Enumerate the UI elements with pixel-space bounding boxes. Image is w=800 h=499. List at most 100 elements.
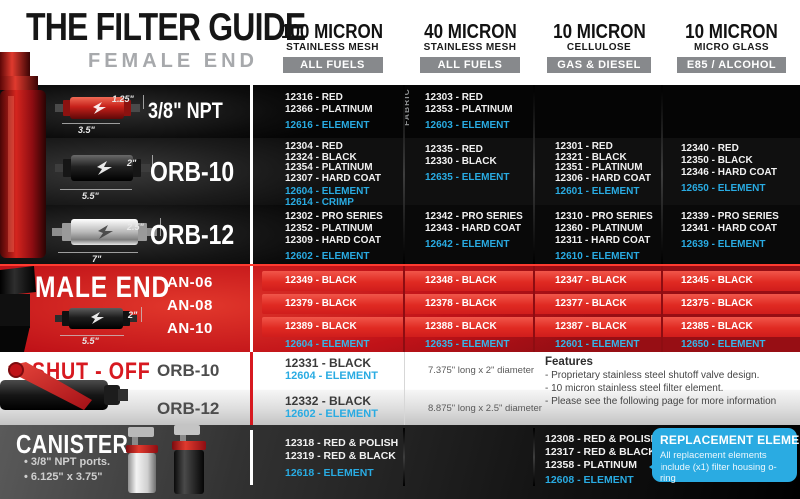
replacement-elements-body: All replacement elements include (x1) fi… (660, 450, 777, 484)
cell-an10-100micron: 12389 - BLACK (262, 317, 424, 337)
page-title: THE FILTER GUIDE (26, 6, 306, 49)
shutoff-row-label: ORB-12 (157, 399, 220, 418)
male-row-label-an06: AN-06 (167, 274, 213, 291)
features-block: Features - Proprietary stainless steel s… (545, 356, 777, 407)
fuel-badge: E85 / ALCOHOL (676, 57, 787, 73)
column-divider (533, 428, 535, 486)
dimension-label-length: 5.5" (82, 191, 99, 201)
fuel-badge: GAS & DIESEL (547, 57, 651, 73)
red-filter-photo (0, 52, 46, 258)
cell-an10-cellulose: 12387 - BLACK (537, 317, 677, 337)
female-row-38npt: 1.25" 3.5" 3/8" NPT 12316 - RED 12366 - … (0, 85, 800, 138)
shutoff-row-orb12: ORB-12 12332 - BLACK 12602 - ELEMENT 8.8… (0, 389, 800, 426)
cell-38npt-40micron: 12303 - RED 12353 - PLATINUM 12603 - ELE… (425, 92, 513, 131)
row-label: ORB-12 (150, 219, 235, 250)
dimension-label-height: 2" (128, 310, 138, 320)
male-element-cellulose: 12601 - ELEMENT (555, 339, 640, 350)
shutoff-size-orb10: 7.375" long x 2" diameter (428, 365, 535, 376)
shutoff-size-orb12: 8.875" long x 2.5" diameter (428, 403, 542, 414)
cell-an10-microglass: 12385 - BLACK (665, 317, 800, 337)
dimension-label-height: 1.25" (112, 94, 134, 104)
dimension-line (152, 155, 153, 173)
inline-filter-image-platinum (52, 219, 157, 245)
male-row-label-an08: AN-08 (167, 297, 213, 314)
dimension-label-length: 7" (92, 254, 102, 264)
cell-shutoff-orb12: 12332 - BLACK 12602 - ELEMENT (285, 394, 378, 420)
cell-orb10-cellulose: 12301 - RED 12321 - BLACK 12351 - PLATIN… (555, 141, 651, 197)
inline-filter-image-red (55, 97, 140, 119)
column-divider (533, 85, 535, 264)
cell-orb12-40micron: 12342 - PRO SERIES 12343 - HARD COAT 126… (425, 211, 523, 250)
male-end-heading: MALE END (35, 271, 171, 304)
male-element-40micron: 12635 - ELEMENT (425, 339, 510, 350)
column-divider (403, 85, 405, 264)
black-fitting-photo (0, 266, 36, 352)
column-divider (661, 85, 663, 264)
cell-shutoff-orb10: 12331 - BLACK 12604 - ELEMENT (285, 356, 378, 382)
cell-canister-100micron: 12318 - RED & POLISH 12319 - RED & BLACK… (285, 437, 399, 479)
dimension-line (60, 189, 132, 190)
cell-38npt-100micron: 12316 - RED 12366 - PLATINUM 12616 - ELE… (285, 92, 373, 131)
fuel-badge: ALL FUELS (420, 57, 520, 73)
dimension-line (143, 95, 144, 109)
dimension-label-length: 3.5" (78, 125, 95, 135)
cell-an06-cellulose: 12347 - BLACK (537, 271, 677, 291)
label-divider (250, 430, 253, 485)
cell-an08-100micron: 12379 - BLACK (262, 294, 424, 314)
dimension-line (60, 335, 124, 336)
female-end-label: FEMALE END (88, 50, 258, 72)
dimension-line (160, 218, 161, 236)
label-divider (250, 266, 253, 352)
cell-orb12-cellulose: 12310 - PRO SERIES 12360 - PLATINUM 1231… (555, 211, 653, 262)
male-row-label-an10: AN-10 (167, 320, 213, 337)
cell-an06-40micron: 12348 - BLACK (407, 271, 549, 291)
column-divider (661, 266, 663, 352)
label-divider (250, 352, 253, 425)
column-header-10-micron-microglass: 10 MICRON MICRO GLASS E85 / ALCOHOL (663, 22, 800, 73)
cell-orb10-microglass: 12340 - RED 12350 - BLACK 12346 - HARD C… (681, 143, 777, 194)
column-header-100-micron: 100 MICRON STAINLESS MESH ALL FUELS (281, 21, 384, 73)
cell-an06-100micron: 12349 - BLACK (262, 271, 424, 291)
column-divider (533, 266, 535, 352)
row-label: ORB-10 (150, 156, 235, 187)
column-divider (403, 266, 405, 352)
inline-filter-image-black (55, 155, 150, 181)
column-divider (404, 352, 405, 425)
dimension-label-length: 5.5" (82, 336, 99, 346)
column-divider (403, 428, 405, 486)
label-divider (250, 85, 253, 264)
dimension-label-height: 2.5" (127, 222, 144, 232)
cell-an08-40micron: 12378 - BLACK (407, 294, 549, 314)
cell-an10-40micron: 12388 - BLACK (407, 317, 549, 337)
male-element-100micron: 12604 - ELEMENT (285, 339, 370, 350)
column-header-10-micron-cellulose: 10 MICRON CELLULOSE GAS & DIESEL (535, 22, 663, 73)
dimension-line (62, 123, 120, 124)
inline-filter-image-black-male (55, 308, 137, 329)
cell-an08-cellulose: 12377 - BLACK (537, 294, 677, 314)
male-end-section: MALE END AN-06 AN-08 AN-10 2" 5.5" 12349… (0, 264, 800, 352)
shutoff-row-label: ORB-10 (157, 361, 220, 380)
row-label: 3/8" NPT (148, 98, 223, 123)
cell-orb12-100micron: 12302 - PRO SERIES 12352 - PLATINUM 1230… (285, 211, 383, 262)
section-divider (0, 264, 800, 266)
canister-bullet: • 6.125" x 3.75" (24, 471, 103, 483)
column-header-40-micron: 40 MICRON STAINLESS MESH ALL FUELS (405, 22, 535, 73)
canister-filters-image (126, 425, 206, 494)
male-element-microglass: 12650 - ELEMENT (681, 339, 766, 350)
cell-orb10-40micron: 12335 - RED 12330 - BLACK 12635 - ELEMEN… (425, 144, 510, 183)
shutoff-row-orb10: SHUT - OFF ORB-10 12331 - BLACK 12604 - … (0, 352, 800, 389)
canister-bullet: • 3/8" NPT ports. (24, 456, 111, 468)
dimension-line (141, 307, 142, 322)
features-title: Features (545, 356, 593, 368)
female-row-orb10: 2" 5.5" ORB-10 12304 - RED 12324 - BLACK… (0, 138, 800, 218)
cell-canister-cellulose: 12308 - RED & POLISH 12317 - RED & BLACK… (545, 433, 659, 486)
cell-orb12-microglass: 12339 - PRO SERIES 12341 - HARD COAT 126… (681, 211, 779, 250)
shutoff-valve-image (0, 362, 128, 410)
dimension-label-height: 2" (127, 158, 137, 168)
canister-heading: CANISTER (16, 429, 129, 459)
cell-an06-microglass: 12345 - BLACK (665, 271, 800, 291)
dimension-line (58, 252, 138, 253)
female-row-orb12: 2.5" 7" ORB-12 12302 - PRO SERIES 12352 … (0, 205, 800, 264)
